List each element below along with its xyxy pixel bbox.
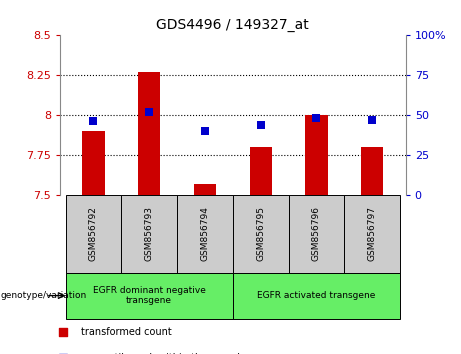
Bar [289,195,344,273]
Title: GDS4496 / 149327_at: GDS4496 / 149327_at [156,18,309,32]
Text: GSM856794: GSM856794 [201,206,209,261]
Text: GSM856795: GSM856795 [256,206,265,261]
Text: genotype/variation: genotype/variation [0,291,87,300]
Text: EGFR dominant negative
transgene: EGFR dominant negative transgene [93,286,206,305]
Text: EGFR activated transgene: EGFR activated transgene [257,291,376,300]
Bar [233,273,400,319]
Bar [65,273,233,319]
Bar [305,115,328,195]
Text: GSM856793: GSM856793 [145,206,154,261]
Text: GSM856796: GSM856796 [312,206,321,261]
Bar [65,195,121,273]
Bar [82,131,105,195]
Point [146,109,153,115]
Point [90,119,97,124]
Text: transformed count: transformed count [81,327,171,337]
Bar [177,195,233,273]
Text: GSM856797: GSM856797 [368,206,377,261]
Bar [344,195,400,273]
Bar [138,72,160,195]
Point [257,122,264,127]
Point [313,115,320,121]
Bar [233,195,289,273]
Bar [194,183,216,195]
Text: GSM856792: GSM856792 [89,206,98,261]
Text: percentile rank within the sample: percentile rank within the sample [81,353,246,354]
Bar [361,147,384,195]
Bar [249,147,272,195]
Point [260,222,268,227]
Bar [121,195,177,273]
Point [201,128,209,134]
Point [368,117,376,122]
